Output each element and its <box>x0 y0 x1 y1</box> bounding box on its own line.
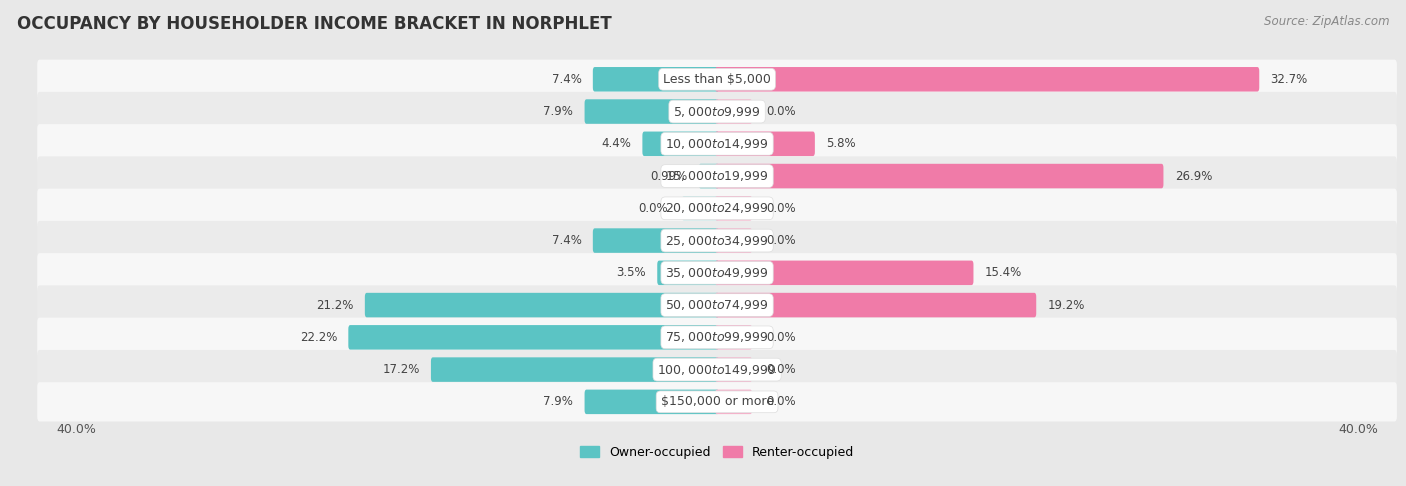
Text: $100,000 to $149,999: $100,000 to $149,999 <box>658 363 776 377</box>
Text: $5,000 to $9,999: $5,000 to $9,999 <box>673 104 761 119</box>
FancyBboxPatch shape <box>716 228 752 253</box>
FancyBboxPatch shape <box>37 60 1398 99</box>
FancyBboxPatch shape <box>716 99 752 124</box>
FancyBboxPatch shape <box>716 67 1260 91</box>
Text: 0.99%: 0.99% <box>650 170 688 183</box>
FancyBboxPatch shape <box>37 350 1398 389</box>
FancyBboxPatch shape <box>593 228 718 253</box>
Text: $35,000 to $49,999: $35,000 to $49,999 <box>665 266 769 280</box>
Legend: Owner-occupied, Renter-occupied: Owner-occupied, Renter-occupied <box>575 441 859 464</box>
Text: 0.0%: 0.0% <box>766 363 796 376</box>
FancyBboxPatch shape <box>430 357 718 382</box>
FancyBboxPatch shape <box>364 293 718 317</box>
Text: 17.2%: 17.2% <box>382 363 419 376</box>
FancyBboxPatch shape <box>37 318 1398 357</box>
FancyBboxPatch shape <box>716 390 752 414</box>
FancyBboxPatch shape <box>716 164 1163 188</box>
Text: 19.2%: 19.2% <box>1047 298 1085 312</box>
Text: 0.0%: 0.0% <box>766 331 796 344</box>
Text: 0.0%: 0.0% <box>766 395 796 408</box>
Text: 0.0%: 0.0% <box>766 202 796 215</box>
Text: 15.4%: 15.4% <box>984 266 1022 279</box>
FancyBboxPatch shape <box>716 325 752 349</box>
FancyBboxPatch shape <box>37 156 1398 196</box>
FancyBboxPatch shape <box>37 124 1398 163</box>
FancyBboxPatch shape <box>37 92 1398 131</box>
Text: 3.5%: 3.5% <box>616 266 645 279</box>
Text: 7.9%: 7.9% <box>544 105 574 118</box>
FancyBboxPatch shape <box>37 382 1398 421</box>
Text: $75,000 to $99,999: $75,000 to $99,999 <box>665 330 769 345</box>
Text: 0.0%: 0.0% <box>638 202 668 215</box>
FancyBboxPatch shape <box>716 260 973 285</box>
FancyBboxPatch shape <box>37 221 1398 260</box>
Text: 0.0%: 0.0% <box>766 105 796 118</box>
Text: 7.4%: 7.4% <box>551 234 582 247</box>
FancyBboxPatch shape <box>593 67 718 91</box>
FancyBboxPatch shape <box>682 196 718 221</box>
FancyBboxPatch shape <box>699 164 718 188</box>
Text: 26.9%: 26.9% <box>1174 170 1212 183</box>
Text: $25,000 to $34,999: $25,000 to $34,999 <box>665 234 769 247</box>
FancyBboxPatch shape <box>37 285 1398 325</box>
FancyBboxPatch shape <box>585 390 718 414</box>
Text: 4.4%: 4.4% <box>602 138 631 150</box>
FancyBboxPatch shape <box>585 99 718 124</box>
FancyBboxPatch shape <box>716 293 1036 317</box>
FancyBboxPatch shape <box>643 132 718 156</box>
Text: OCCUPANCY BY HOUSEHOLDER INCOME BRACKET IN NORPHLET: OCCUPANCY BY HOUSEHOLDER INCOME BRACKET … <box>17 15 612 33</box>
Text: 7.4%: 7.4% <box>551 73 582 86</box>
Text: 22.2%: 22.2% <box>299 331 337 344</box>
Text: $15,000 to $19,999: $15,000 to $19,999 <box>665 169 769 183</box>
FancyBboxPatch shape <box>716 196 752 221</box>
FancyBboxPatch shape <box>716 132 815 156</box>
FancyBboxPatch shape <box>349 325 718 349</box>
Text: Source: ZipAtlas.com: Source: ZipAtlas.com <box>1264 15 1389 28</box>
Text: 7.9%: 7.9% <box>544 395 574 408</box>
Text: $20,000 to $24,999: $20,000 to $24,999 <box>665 201 769 215</box>
Text: Less than $5,000: Less than $5,000 <box>664 73 770 86</box>
Text: $150,000 or more: $150,000 or more <box>661 395 773 408</box>
Text: 21.2%: 21.2% <box>316 298 354 312</box>
FancyBboxPatch shape <box>37 189 1398 228</box>
FancyBboxPatch shape <box>716 357 752 382</box>
FancyBboxPatch shape <box>37 253 1398 293</box>
Text: 40.0%: 40.0% <box>56 423 96 436</box>
Text: 40.0%: 40.0% <box>1339 423 1378 436</box>
Text: $50,000 to $74,999: $50,000 to $74,999 <box>665 298 769 312</box>
Text: 0.0%: 0.0% <box>766 234 796 247</box>
Text: $10,000 to $14,999: $10,000 to $14,999 <box>665 137 769 151</box>
Text: 5.8%: 5.8% <box>827 138 856 150</box>
FancyBboxPatch shape <box>657 260 718 285</box>
Text: 32.7%: 32.7% <box>1271 73 1308 86</box>
